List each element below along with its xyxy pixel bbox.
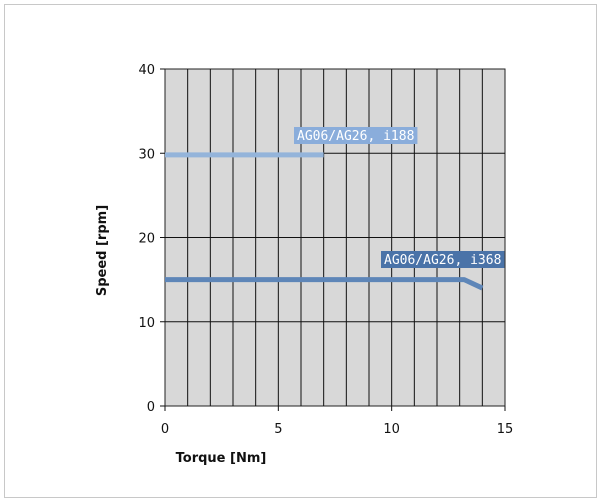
y-tick-label: 10 <box>138 316 155 331</box>
chart-frame: AG06/AG26, i188 AG06/AG26, i368 0 10 20 30 40… <box>4 4 597 498</box>
y-tick-labels: 0 10 20 30 40 <box>138 63 155 415</box>
y-tick-label: 30 <box>138 147 155 162</box>
series-layer: AG06/AG26, i188 AG06/AG26, i368 <box>165 127 505 291</box>
x-tick-label: 5 <box>274 422 282 437</box>
y-tick-label: 40 <box>138 63 155 78</box>
series-label-1: AG06/AG26, i188 <box>297 129 414 144</box>
series-label-background <box>381 251 505 268</box>
y-axis-label: Speed [rpm] <box>95 205 110 296</box>
speed-torque-chart: AG06/AG26, i188 AG06/AG26, i368 0 10 20 30 40… <box>95 63 513 466</box>
x-tick-label: 0 <box>161 422 169 437</box>
series-line-2 <box>165 277 484 291</box>
y-tick-label: 20 <box>138 232 155 247</box>
x-tick-label: 10 <box>383 422 400 437</box>
x-tick-label: 15 <box>497 422 514 437</box>
series-label-2: AG06/AG26, i368 <box>384 253 501 268</box>
series-label-background <box>294 127 418 144</box>
x-tick-labels: 0 5 10 15 <box>161 422 513 437</box>
grid-lines <box>160 68 506 411</box>
x-axis-label: Torque [Nm] <box>176 451 267 466</box>
y-tick-label: 0 <box>147 400 155 415</box>
